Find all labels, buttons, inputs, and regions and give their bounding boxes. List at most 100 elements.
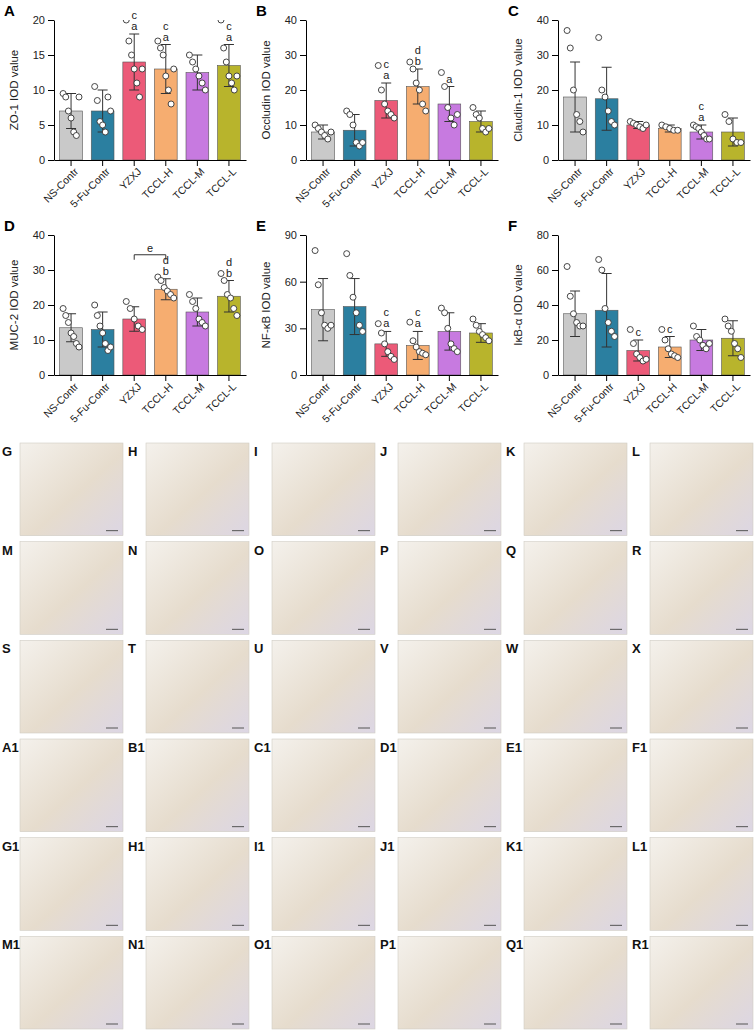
error-line xyxy=(228,45,229,87)
panel-label: E xyxy=(256,217,266,234)
data-point xyxy=(223,59,229,65)
y-tick: 5 xyxy=(39,119,54,131)
plot-area xyxy=(60,271,241,376)
x-tick-label: TCCL-M xyxy=(422,380,459,417)
data-point xyxy=(353,310,359,316)
image-panel: F1 xyxy=(632,739,753,832)
y-tick: 10 xyxy=(285,119,306,131)
x-tick-label: TCCL-H xyxy=(139,165,175,201)
data-point xyxy=(378,330,384,336)
y-tick: 80 xyxy=(537,229,558,241)
x-axis: NS-Contr5-Fu-ContrYZXJTCCL-HTCCL-MTCCL-L xyxy=(545,160,751,210)
micrograph xyxy=(650,640,753,733)
data-point xyxy=(423,108,429,114)
data-point xyxy=(347,272,353,278)
data-point xyxy=(157,45,163,51)
error-cap xyxy=(696,329,706,330)
y-axis-line xyxy=(306,21,307,161)
image-panel-label: P1 xyxy=(380,937,396,952)
x-tick: YZXJ xyxy=(621,375,648,407)
image-panel: U xyxy=(254,640,375,733)
x-tick: TCCL-L xyxy=(456,375,491,415)
y-tick-mark xyxy=(300,375,306,376)
data-point xyxy=(448,115,454,121)
bar xyxy=(91,330,114,376)
data-point xyxy=(360,140,366,146)
data-point xyxy=(470,105,476,111)
x-tick-label: TCCL-H xyxy=(391,165,427,201)
image-panel-label: G1 xyxy=(2,839,19,854)
data-point xyxy=(92,302,98,308)
plot-area xyxy=(564,257,745,376)
data-point xyxy=(454,112,460,118)
x-tick-label: TCCL-M xyxy=(674,165,711,202)
data-point xyxy=(102,129,108,135)
data-point xyxy=(137,94,143,100)
image-panel: O1 xyxy=(254,936,375,1029)
data-point xyxy=(382,341,388,347)
x-tick-label: TCCL-M xyxy=(422,165,459,202)
significance-letter: c xyxy=(667,323,673,335)
micrograph xyxy=(272,838,375,931)
scale-bar xyxy=(106,1024,118,1025)
error-bar xyxy=(602,274,612,348)
data-point xyxy=(726,119,732,125)
y-tick-label: 0 xyxy=(291,369,297,381)
image-panel: A1 xyxy=(2,739,123,832)
data-point xyxy=(100,330,106,336)
data-point xyxy=(599,87,605,93)
x-tick: 5-Fu-Contr xyxy=(68,375,113,425)
y-tick-label: 10 xyxy=(285,119,297,131)
data-point xyxy=(171,66,177,72)
error-line xyxy=(417,69,418,104)
x-tick: TCCL-H xyxy=(643,160,679,201)
y-tick-label: 40 xyxy=(537,14,549,26)
micrograph xyxy=(524,542,627,635)
y-tick-mark xyxy=(552,340,558,341)
bar xyxy=(658,347,681,375)
scale-bar xyxy=(610,925,622,926)
data-point xyxy=(735,346,741,352)
micrograph xyxy=(20,936,123,1029)
x-tick: 5-Fu-Contr xyxy=(320,160,365,210)
micrograph xyxy=(20,443,123,536)
data-point xyxy=(627,327,633,333)
x-tick: YZXJ xyxy=(621,160,648,192)
y-tick: 0 xyxy=(543,154,558,166)
y-tick: 0 xyxy=(543,369,558,381)
error-cap xyxy=(570,132,580,133)
data-point xyxy=(350,122,356,128)
image-panel-label: W xyxy=(506,641,519,656)
x-tick: YZXJ xyxy=(117,160,144,192)
image-panel: M1 xyxy=(2,936,123,1029)
data-point xyxy=(65,108,71,114)
y-axis: 05101520 xyxy=(33,14,55,166)
y-tick-label: 40 xyxy=(33,229,45,241)
data-point xyxy=(722,112,728,118)
data-point xyxy=(391,115,397,121)
y-tick-label: 40 xyxy=(537,299,549,311)
data-point xyxy=(391,356,397,362)
y-axis-line xyxy=(306,236,307,376)
x-tick: TCCL-L xyxy=(456,160,491,200)
image-panel: M xyxy=(2,542,123,635)
data-point xyxy=(570,87,576,93)
y-axis-title: Claudin-1 IOD value xyxy=(512,38,524,142)
bar xyxy=(406,345,429,375)
image-panel-label: K xyxy=(506,444,516,459)
error-cap xyxy=(602,130,612,131)
y-tick: 30 xyxy=(285,322,306,334)
x-tick: 5-Fu-Contr xyxy=(572,375,617,425)
data-point xyxy=(574,112,580,118)
bar xyxy=(312,132,335,160)
scale-bar xyxy=(232,530,244,531)
image-panel: N xyxy=(128,542,249,635)
scale-bar xyxy=(736,925,748,926)
data-point xyxy=(738,140,744,146)
error-line xyxy=(732,321,733,356)
y-tick: 40 xyxy=(537,299,558,311)
x-tick: 5-Fu-Contr xyxy=(320,375,365,425)
error-bar xyxy=(444,313,454,350)
micrograph xyxy=(398,542,501,635)
x-tick-label: YZXJ xyxy=(621,165,648,192)
